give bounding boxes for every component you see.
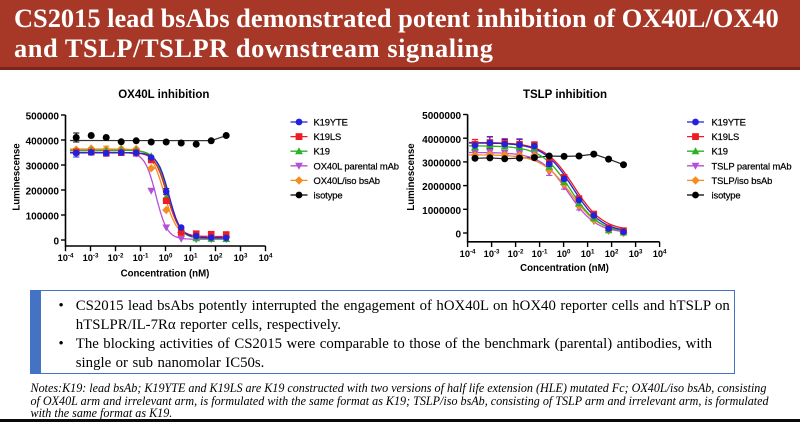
svg-text:0: 0 xyxy=(456,230,462,241)
svg-text:300000: 300000 xyxy=(26,162,60,173)
svg-text:100: 100 xyxy=(159,252,173,263)
svg-text:Luminescense: Luminescense xyxy=(12,143,23,211)
svg-text:103: 103 xyxy=(629,248,643,259)
svg-text:K19: K19 xyxy=(712,146,728,157)
svg-text:OX40L/iso bsAb: OX40L/iso bsAb xyxy=(314,175,380,186)
svg-text:Concentration (nM): Concentration (nM) xyxy=(520,263,609,274)
svg-text:Luminescense: Luminescense xyxy=(406,143,417,211)
svg-text:102: 102 xyxy=(209,252,223,263)
svg-text:10-3: 10-3 xyxy=(83,252,99,263)
svg-text:100000: 100000 xyxy=(26,212,60,223)
svg-text:104: 104 xyxy=(259,252,273,263)
svg-text:K19LS: K19LS xyxy=(712,131,740,142)
svg-text:400000: 400000 xyxy=(26,137,60,148)
svg-text:4000000: 4000000 xyxy=(422,135,461,146)
svg-text:500000: 500000 xyxy=(26,112,60,123)
svg-text:102: 102 xyxy=(605,248,619,259)
svg-text:TSLP parental mAb: TSLP parental mAb xyxy=(712,160,792,171)
svg-text:K19YTE: K19YTE xyxy=(314,117,348,128)
svg-text:103: 103 xyxy=(234,252,248,263)
svg-text:200000: 200000 xyxy=(26,187,60,198)
svg-text:5000000: 5000000 xyxy=(422,111,461,122)
svg-text:100: 100 xyxy=(557,248,571,259)
svg-text:TSLP inhibition: TSLP inhibition xyxy=(523,89,607,101)
svg-text:OX40L parental mAb: OX40L parental mAb xyxy=(314,160,399,171)
svg-text:isotype: isotype xyxy=(314,190,343,201)
svg-text:OX40L inhibition: OX40L inhibition xyxy=(118,89,209,101)
svg-text:3000000: 3000000 xyxy=(422,159,461,170)
svg-text:K19YTE: K19YTE xyxy=(712,117,746,128)
svg-text:2000000: 2000000 xyxy=(422,182,461,193)
svg-text:isotype: isotype xyxy=(712,190,741,201)
svg-text:K19: K19 xyxy=(314,146,330,157)
svg-text:0: 0 xyxy=(53,237,59,248)
svg-text:101: 101 xyxy=(581,248,595,259)
svg-text:10-1: 10-1 xyxy=(532,248,548,259)
svg-text:Concentration (nM): Concentration (nM) xyxy=(121,269,210,280)
svg-text:10-3: 10-3 xyxy=(484,248,500,259)
svg-text:K19LS: K19LS xyxy=(314,131,342,142)
svg-text:1000000: 1000000 xyxy=(422,206,461,217)
svg-text:10-1: 10-1 xyxy=(133,252,149,263)
svg-text:10-2: 10-2 xyxy=(108,252,124,263)
svg-text:101: 101 xyxy=(184,252,198,263)
svg-text:TSLP/iso bsAb: TSLP/iso bsAb xyxy=(712,175,773,186)
svg-text:10-2: 10-2 xyxy=(508,248,524,259)
svg-text:10-4: 10-4 xyxy=(58,252,74,263)
svg-text:104: 104 xyxy=(653,248,667,259)
svg-text:10-4: 10-4 xyxy=(460,248,476,259)
